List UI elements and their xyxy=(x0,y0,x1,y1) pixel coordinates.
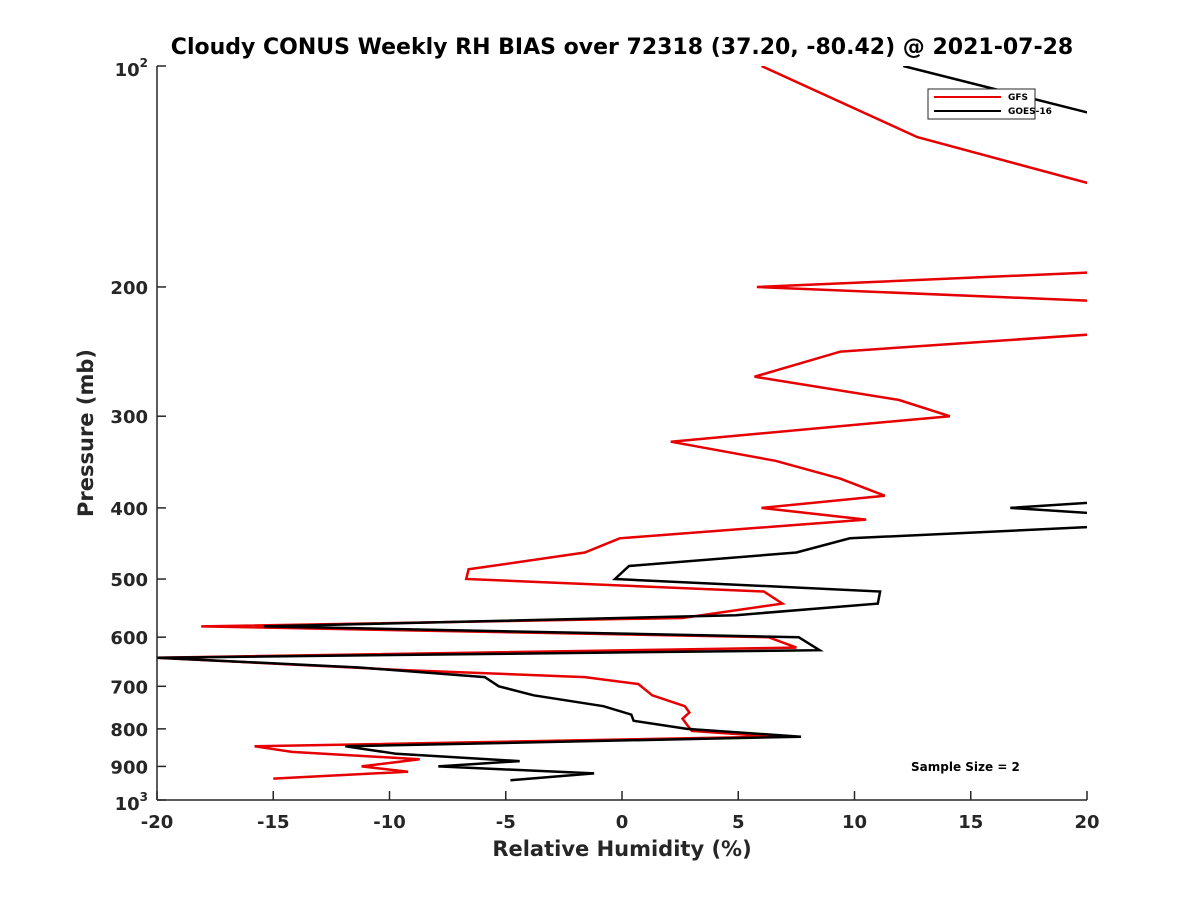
x-tick-label: -10 xyxy=(373,812,406,833)
y-top-tick-exp: 2 xyxy=(140,56,148,70)
y-ticks: 200 300 400 500 600 700 800 900 xyxy=(110,65,166,801)
y-tick-label: 200 xyxy=(110,278,148,299)
chart-title: Cloudy CONUS Weekly RH BIAS over 72318 (… xyxy=(171,35,1073,60)
legend: GFS GOES-16 xyxy=(927,88,1052,120)
y-axis-title: Pressure (mb) xyxy=(74,349,98,517)
x-tick-label: -20 xyxy=(141,812,174,833)
y-top-tick-base: 10 xyxy=(115,60,140,81)
y-tick-label: 400 xyxy=(110,499,148,520)
y-tick-label: 700 xyxy=(110,677,148,698)
sample-size-annotation: Sample Size = 2 xyxy=(911,760,1020,774)
x-tick-label: 20 xyxy=(1074,812,1099,833)
x-tick-label: -15 xyxy=(257,812,290,833)
axes xyxy=(156,66,1087,801)
y-top-tick-label: 102 xyxy=(115,56,148,81)
x-ticks: -20 -15 -10 -5 0 5 10 15 20 xyxy=(141,791,1100,833)
legend-box xyxy=(927,88,1036,120)
x-tick-label: 5 xyxy=(732,812,745,833)
legend-label-gfs: GFS xyxy=(1008,93,1028,103)
y-bottom-tick-base: 10 xyxy=(115,794,140,815)
y-tick-label: 300 xyxy=(110,407,148,428)
series-line-goes16 xyxy=(157,66,1087,782)
y-tick-label: 500 xyxy=(110,570,148,591)
x-tick-label: 15 xyxy=(958,812,983,833)
y-bottom-tick-exp: 3 xyxy=(140,790,148,804)
y-tick-label: 900 xyxy=(110,757,148,778)
x-tick-label: 0 xyxy=(616,812,629,833)
x-tick-label: -5 xyxy=(496,812,516,833)
legend-label-goes16: GOES-16 xyxy=(1008,107,1052,117)
y-bottom-tick-label: 103 xyxy=(115,790,148,815)
series-layer xyxy=(157,66,1087,782)
x-axis-title: Relative Humidity (%) xyxy=(492,837,751,861)
y-tick-label: 600 xyxy=(110,628,148,649)
y-tick-label: 800 xyxy=(110,720,148,741)
x-tick-label: 10 xyxy=(842,812,867,833)
series-line-gfs xyxy=(157,66,1087,780)
